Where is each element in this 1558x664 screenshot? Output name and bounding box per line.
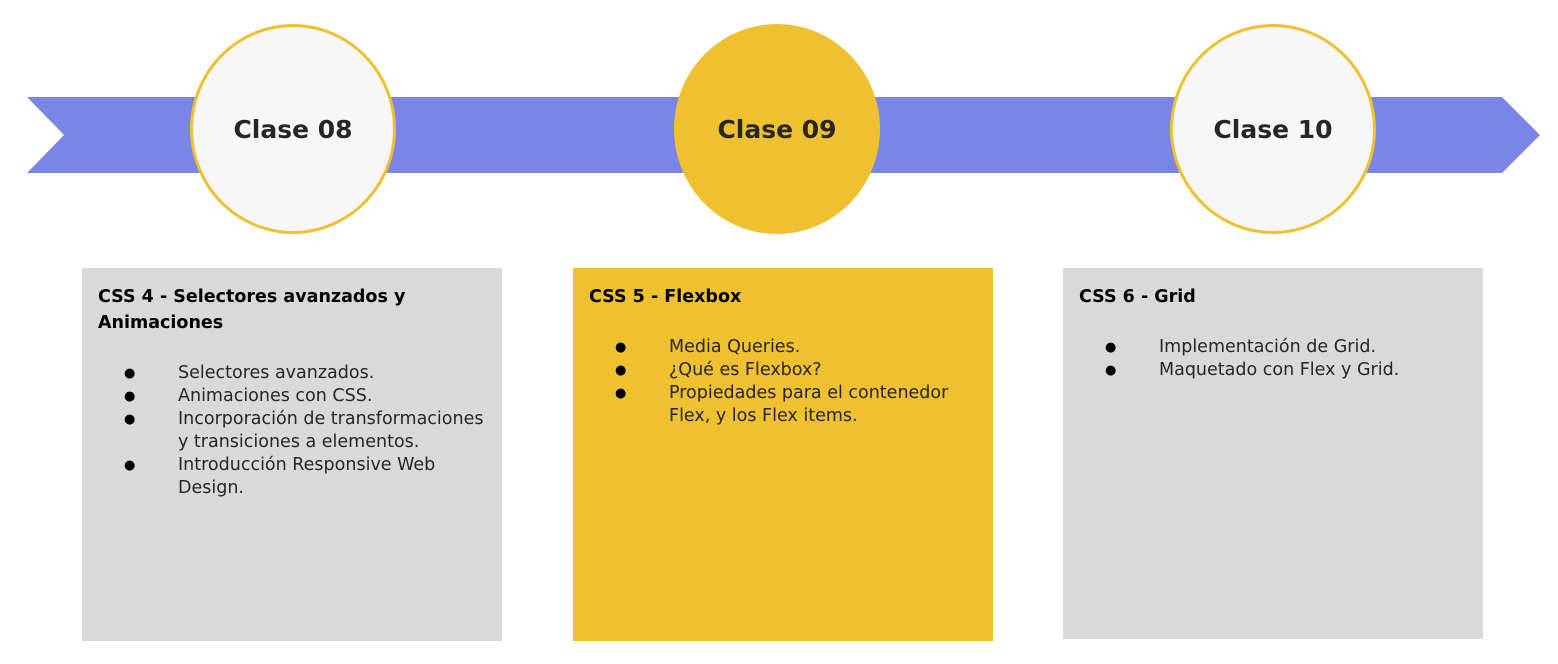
list-item: ● Maquetado con Flex y Grid. bbox=[1079, 359, 1467, 382]
list-item-text: Maquetado con Flex y Grid. bbox=[1159, 360, 1400, 380]
class-circle-08: Clase 08 bbox=[190, 24, 396, 234]
class-label-10: Clase 10 bbox=[1213, 114, 1333, 144]
list-item: ● Incorporación de transformaciones y tra… bbox=[98, 408, 486, 454]
card-title-08: CSS 4 - Selectores avanzados y Animacion… bbox=[98, 287, 406, 333]
list-item-text: Incorporación de transformaciones y tran… bbox=[178, 409, 484, 452]
card-title-09: CSS 5 - Flexbox bbox=[589, 287, 742, 307]
list-item-text: Introducción Responsive Web Design. bbox=[178, 455, 436, 498]
bullet-icon: ● bbox=[124, 389, 136, 404]
bullet-icon: ● bbox=[615, 363, 627, 378]
list-item: ● ¿Qué es Flexbox? bbox=[589, 359, 977, 382]
list-item: ● Propiedades para el contenedor Flex, y … bbox=[589, 382, 977, 428]
list-item-text: Animaciones con CSS. bbox=[178, 386, 373, 406]
card-list-08: ● Selectores avanzados. ● Animaciones con … bbox=[98, 362, 486, 500]
bullet-icon: ● bbox=[615, 386, 627, 401]
list-item: ● Selectores avanzados. bbox=[98, 362, 486, 385]
bullet-icon: ● bbox=[1105, 363, 1117, 378]
bullet-icon: ● bbox=[124, 412, 136, 427]
bullet-icon: ● bbox=[124, 458, 136, 473]
list-item: ● Introducción Responsive Web Design. bbox=[98, 454, 486, 500]
list-item-text: Media Queries. bbox=[669, 337, 801, 357]
list-item-text: Selectores avanzados. bbox=[178, 363, 375, 383]
class-label-08: Clase 08 bbox=[233, 114, 353, 144]
list-item: ● Implementación de Grid. bbox=[1079, 336, 1467, 359]
list-item: ● Animaciones con CSS. bbox=[98, 385, 486, 408]
class-circle-10: Clase 10 bbox=[1170, 24, 1376, 234]
bullet-icon: ● bbox=[124, 366, 136, 381]
class-label-09: Clase 09 bbox=[717, 114, 837, 144]
class-card-09: CSS 5 - Flexbox ● Media Queries. ● ¿Qué es… bbox=[573, 268, 993, 641]
bullet-icon: ● bbox=[1105, 340, 1117, 355]
card-title-10: CSS 6 - Grid bbox=[1079, 287, 1196, 307]
list-item-text: Propiedades para el contenedor Flex, y l… bbox=[669, 383, 949, 426]
list-item-text: ¿Qué es Flexbox? bbox=[669, 360, 822, 380]
list-item: ● Media Queries. bbox=[589, 336, 977, 359]
card-list-09: ● Media Queries. ● ¿Qué es Flexbox? ● Propi… bbox=[589, 336, 977, 428]
bullet-icon: ● bbox=[615, 340, 627, 355]
class-card-10: CSS 6 - Grid ● Implementación de Grid. ● M… bbox=[1063, 268, 1483, 639]
list-item-text: Implementación de Grid. bbox=[1159, 337, 1377, 357]
class-card-08: CSS 4 - Selectores avanzados y Animacion… bbox=[82, 268, 502, 641]
class-circle-09: Clase 09 bbox=[674, 24, 880, 234]
card-list-10: ● Implementación de Grid. ● Maquetado con … bbox=[1079, 336, 1467, 382]
